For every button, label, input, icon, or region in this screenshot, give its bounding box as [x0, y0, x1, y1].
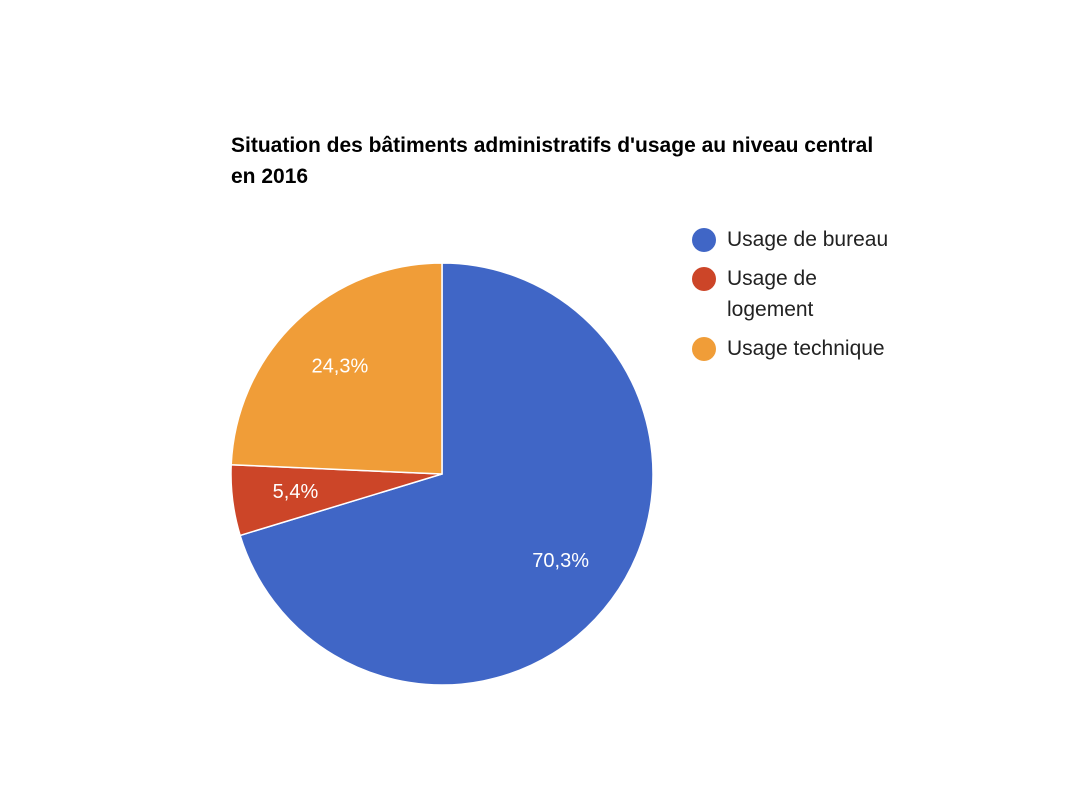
value-label: 24,3%	[312, 356, 369, 378]
legend-label: Usage technique	[727, 337, 885, 360]
legend-swatch	[692, 337, 716, 361]
legend-swatch	[692, 228, 716, 252]
legend-swatch	[692, 267, 716, 291]
legend-item: Usage de bureau	[692, 224, 897, 255]
legend-label: Usage de bureau	[727, 228, 889, 251]
legend: Usage de bureau Usage de logement Usage te…	[692, 224, 932, 372]
value-label: 70,3%	[532, 550, 589, 572]
pie-slice	[239, 262, 654, 686]
legend-item: Usage de logement	[692, 263, 897, 325]
legend-label: Usage de logement	[727, 267, 817, 321]
legend-item: Usage technique	[692, 333, 897, 364]
pie-slice	[230, 262, 443, 475]
value-label: 5,4%	[273, 481, 319, 503]
chart-title: Situation des bâtiments administratifs d…	[231, 134, 874, 188]
